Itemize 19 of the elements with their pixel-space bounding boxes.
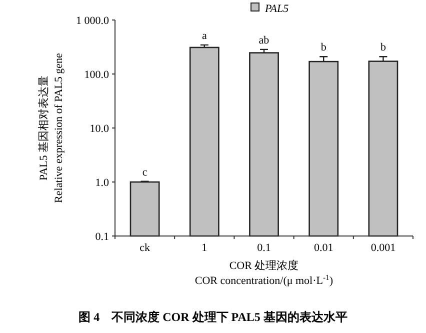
y-tick-label: 1.0 xyxy=(95,176,110,189)
annotation: c xyxy=(142,166,148,178)
caption: 图 4 不同浓度 COR 处理下 PAL5 基因的表达水平 xyxy=(78,310,348,324)
x-tick-label: 0.001 xyxy=(370,242,396,254)
y-tick-label: 0.1 xyxy=(95,230,109,243)
x-tick-label: ck xyxy=(140,242,150,254)
y-tick-label: 1 000.0 xyxy=(76,14,110,27)
y-axis-title: PAL5 基因相对表达量 Relative expression of PAL5 gene xyxy=(37,52,65,203)
annotation: ab xyxy=(258,34,270,46)
annotation: a xyxy=(202,30,207,42)
x-tick-label: 1 xyxy=(202,242,208,254)
legend-label: PAL5 xyxy=(264,3,290,15)
x-tick-label: 0.1 xyxy=(257,242,271,254)
annotation: b xyxy=(320,42,327,54)
x-axis-title: COR 处理浓度 COR concentration/(μ mol·L$^{-1}$) xyxy=(194,259,334,287)
annotation: b xyxy=(380,42,386,54)
y-tick-label: 10.0 xyxy=(90,122,110,135)
x-tick-label: 0.01 xyxy=(314,242,334,254)
y-tick-label: 100.0 xyxy=(84,68,110,81)
